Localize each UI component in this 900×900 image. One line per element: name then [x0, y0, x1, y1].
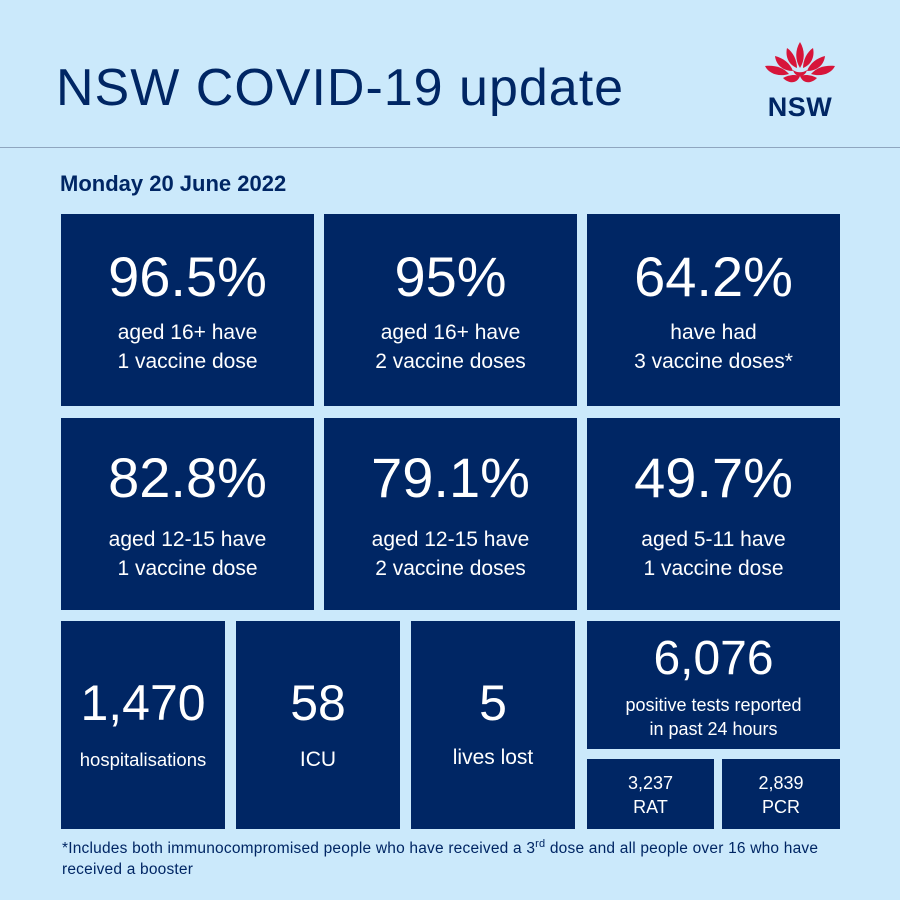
tile-value: 82.8% — [108, 446, 267, 509]
lives-lost-tile: 5 lives lost — [411, 621, 575, 829]
tile-label: have had — [670, 321, 757, 344]
vaccine-tile-12to15-dose2: 79.1% aged 12-15 have 2 vaccine doses — [324, 418, 577, 610]
pcr-tile: 2,839 PCR — [722, 759, 840, 829]
tile-label: PCR — [761, 797, 800, 817]
footnote-text: *Includes both immunocompromised people … — [62, 840, 536, 857]
tile-label: lives lost — [452, 746, 534, 769]
tile-label: 1 vaccine dose — [643, 557, 784, 580]
footnote-text: dose and all people over 16 who have rec… — [62, 840, 819, 878]
tile-label: positive tests reported — [625, 695, 802, 715]
tile-value: 58 — [290, 675, 346, 731]
tile-value: 79.1% — [371, 446, 530, 509]
report-date: Monday 20 June 2022 — [60, 171, 287, 196]
positive-tests-tile: 6,076 positive tests reported in past 24… — [587, 621, 840, 749]
tile-value: 49.7% — [634, 446, 793, 509]
tile-label: 3 vaccine doses* — [634, 350, 793, 373]
tile-label: aged 12-15 have — [108, 528, 267, 551]
tile-label: hospitalisations — [79, 749, 207, 770]
vaccine-tile-16plus-dose1: 96.5% aged 16+ have 1 vaccine dose — [61, 214, 314, 406]
icu-tile: 58 ICU — [236, 621, 400, 829]
nsw-logo: NSW — [755, 40, 845, 122]
tile-label: 2 vaccine doses — [375, 350, 526, 373]
tile-label: 1 vaccine dose — [117, 350, 258, 373]
footnote-superscript: rd — [535, 837, 546, 850]
tile-value: 5 — [479, 675, 507, 731]
tile-label: aged 16+ have — [117, 321, 258, 344]
tile-label: aged 12-15 have — [371, 528, 530, 551]
vaccine-tile-12to15-dose1: 82.8% aged 12-15 have 1 vaccine dose — [61, 418, 314, 610]
tile-value: 1,470 — [80, 675, 206, 731]
header: NSW COVID-19 update NSW — [0, 0, 900, 148]
tile-value: 2,839 — [758, 773, 804, 793]
tile-label: RAT — [633, 797, 668, 817]
rat-tile: 3,237 RAT — [587, 759, 714, 829]
vaccine-tile-dose3: 64.2% have had 3 vaccine doses* — [587, 214, 840, 406]
page-title: NSW COVID-19 update — [56, 59, 625, 117]
tile-label: 2 vaccine doses — [375, 557, 526, 580]
tile-value: 95% — [394, 245, 507, 308]
vaccine-tile-5to11-dose1: 49.7% aged 5-11 have 1 vaccine dose — [587, 418, 840, 610]
footnote: *Includes both immunocompromised people … — [62, 838, 852, 880]
tile-label: aged 5-11 have — [641, 528, 786, 551]
tile-value: 64.2% — [634, 245, 793, 308]
hospitalisations-tile: 1,470 hospitalisations — [61, 621, 225, 829]
tile-label: aged 16+ have — [380, 321, 521, 344]
tile-label: 1 vaccine dose — [117, 557, 258, 580]
vaccine-tile-16plus-dose2: 95% aged 16+ have 2 vaccine doses — [324, 214, 577, 406]
tile-label: ICU — [299, 748, 337, 771]
logo-text: NSW — [767, 92, 833, 122]
tile-value: 6,076 — [653, 632, 774, 685]
tile-value: 3,237 — [627, 773, 674, 793]
tile-label: in past 24 hours — [649, 719, 778, 739]
tile-value: 96.5% — [108, 245, 267, 308]
waratah-icon — [765, 42, 835, 83]
